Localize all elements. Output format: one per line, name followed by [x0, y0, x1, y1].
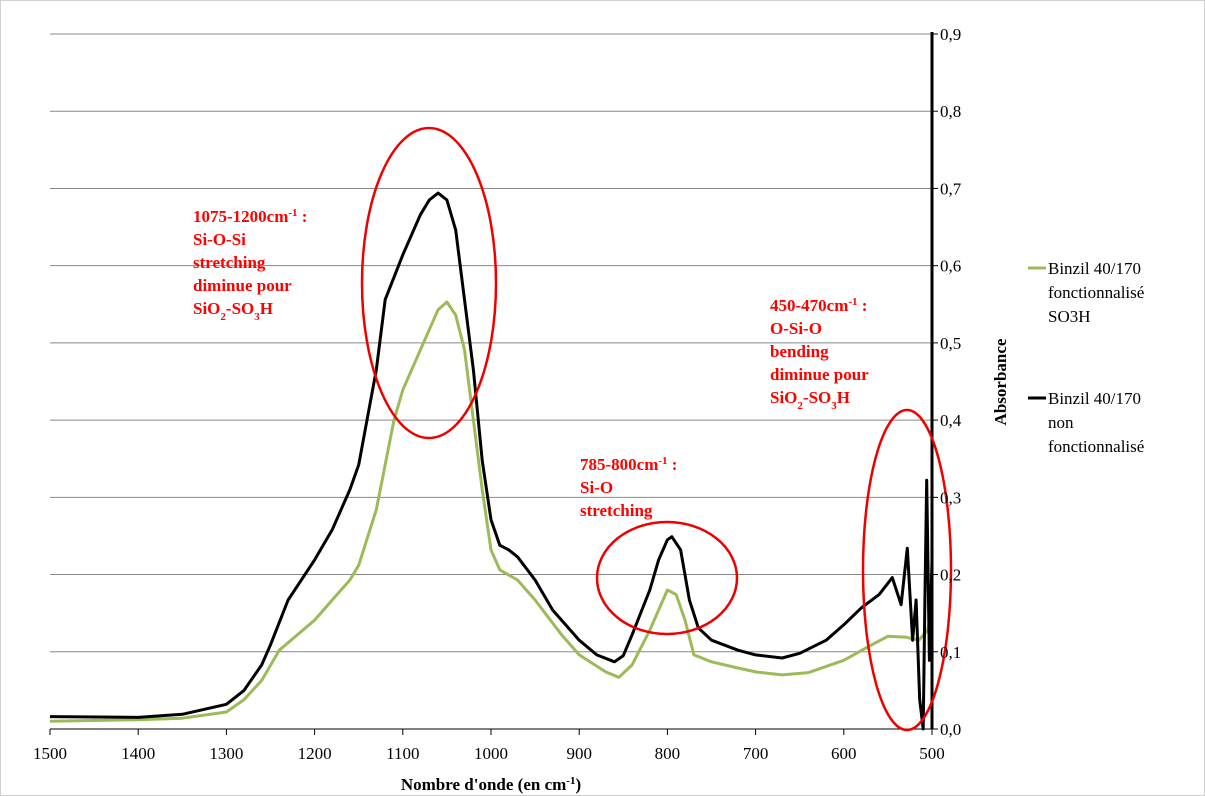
text-part: SiO — [770, 388, 797, 407]
legend-label: Binzil 40/170 non fonctionnalisé — [1048, 389, 1144, 456]
x-tick-label: 800 — [655, 744, 681, 763]
highlight-ellipse — [861, 408, 953, 732]
x-tick-label: 600 — [831, 744, 857, 763]
y-tick-label: 0,5 — [940, 334, 961, 353]
text-part: diminue pour — [770, 365, 869, 384]
x-tick-label: 900 — [566, 744, 592, 763]
legend-label: Binzil 40/170 fonctionnalisé SO3H — [1048, 259, 1144, 326]
highlight-ellipse — [360, 126, 498, 440]
annotation: stretching — [580, 501, 653, 520]
text-part: 785-800cm — [580, 455, 658, 474]
text-part: 450-470cm — [770, 296, 848, 315]
x-tick-label: 1000 — [474, 744, 508, 763]
annotation: SiO2-SO3H — [193, 299, 273, 323]
y-tick-label: 0,8 — [940, 102, 961, 121]
annotation: Si-O — [580, 478, 613, 497]
text-part: : — [298, 207, 308, 226]
annotation: 1075-1200cm-1 : — [193, 207, 307, 226]
x-tick-label: 1500 — [33, 744, 67, 763]
text-part: Si-O-Si — [193, 230, 246, 249]
text-part: diminue pour — [193, 276, 292, 295]
x-tick-label: 1100 — [386, 744, 419, 763]
text-part: stretching — [580, 501, 653, 520]
highlight-ellipse — [595, 520, 739, 636]
text-part: 1075-1200cm — [193, 207, 288, 226]
text-part: 3 — [254, 311, 260, 323]
text-part: 3 — [831, 400, 837, 412]
text-part: O-Si-O — [770, 319, 822, 338]
annotation: diminue pour — [193, 276, 292, 295]
y-tick-label: 0,3 — [940, 488, 961, 507]
text-part: H — [260, 299, 273, 318]
annotation: 785-800cm-1 : — [580, 455, 677, 474]
x-axis-label: Nombre d'onde (en cm-1) — [401, 775, 581, 794]
labels: 0,0 0,1 0,2 0,3 0,4 0,5 0,6 0,7 0,8 0,9 1500 1400 13… — [33, 25, 1144, 794]
y-tick-label: 0,0 — [940, 720, 961, 739]
y-tick-label: 0,6 — [940, 257, 961, 276]
annotation: stretching — [193, 253, 266, 272]
axes — [49, 32, 938, 735]
text-part: -1 — [566, 775, 575, 787]
x-tick-label: 1200 — [298, 744, 332, 763]
annotation: Si-O-Si — [193, 230, 246, 249]
x-tick-label: 500 — [919, 744, 945, 763]
y-axis-label: Absorbance — [991, 338, 1010, 425]
text-part: Nombre d'onde (en cm — [401, 775, 566, 794]
y-tick-label: 0,7 — [940, 179, 962, 198]
text-part: -1 — [658, 455, 667, 467]
annotation: bending — [770, 342, 829, 361]
text-part: : — [668, 455, 678, 474]
text-part: stretching — [193, 253, 266, 272]
text-part: -SO — [803, 388, 831, 407]
lines — [49, 191, 934, 731]
y-tick-label: 0,1 — [940, 643, 961, 662]
series-line — [49, 300, 934, 723]
annotation: diminue pour — [770, 365, 869, 384]
annotation: 450-470cm-1 : — [770, 296, 867, 315]
text-part: -SO — [226, 299, 254, 318]
text-part: 2 — [797, 400, 803, 412]
text-part: H — [837, 388, 850, 407]
x-tick-label: 1400 — [121, 744, 155, 763]
annotation: O-Si-O — [770, 319, 822, 338]
y-tick-label: 0,2 — [940, 566, 961, 585]
text-part: 2 — [220, 311, 226, 323]
text-part: : — [858, 296, 868, 315]
y-tick-label: 0,9 — [940, 25, 961, 44]
x-tick-label: 700 — [743, 744, 769, 763]
text-part: bending — [770, 342, 829, 361]
text-part: Si-O — [580, 478, 613, 497]
y-tick-label: 0,4 — [940, 411, 962, 430]
series-line — [49, 191, 934, 731]
text-part: -1 — [288, 207, 297, 219]
text-part: ) — [575, 775, 581, 794]
text-part: -1 — [848, 296, 857, 308]
annotation: SiO2-SO3H — [770, 388, 850, 412]
text-part: SiO — [193, 299, 220, 318]
x-tick-label: 1300 — [209, 744, 243, 763]
